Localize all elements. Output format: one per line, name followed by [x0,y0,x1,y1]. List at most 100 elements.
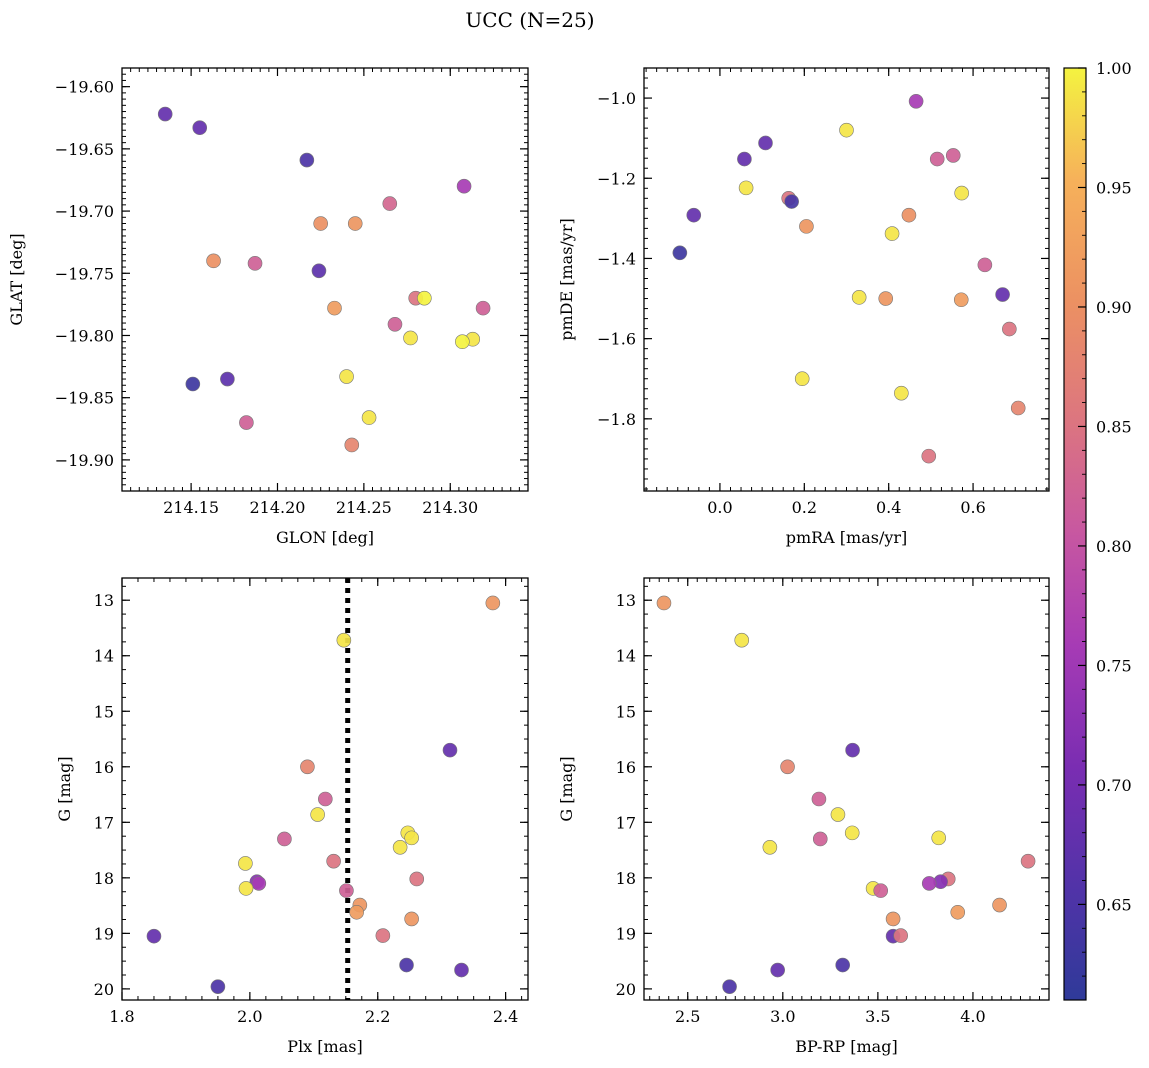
scatter-point [210,979,226,994]
scatter-point [945,148,961,163]
x-tick-label: 214.20 [249,498,305,517]
scatter-point [339,369,354,384]
y-tick-label: −1.2 [597,169,636,188]
x-axis-label: Plx [mas] [287,1037,362,1056]
x-tick-label: 4.0 [960,1007,985,1026]
scatter-point [404,911,419,927]
scatter-point [885,911,901,927]
x-tick-label: 0.2 [792,498,817,517]
plot-frame [121,577,529,1001]
colorbar-tick-label: 1.00 [1096,59,1132,78]
y-tick-label: −19.60 [55,78,114,97]
x-axis-label: GLON [deg] [276,528,374,547]
scatter-point [192,120,208,136]
panel-glon-glat: 214.15 214.20 214.25 214.30 −19.60 −19.65 −19.… [7,67,529,547]
y-tick-label: 19 [616,924,636,943]
x-tick-label: 214.30 [422,498,478,517]
x-tick-label: 2.4 [493,1007,518,1026]
y-tick-label: 13 [616,591,636,610]
y-tick-label: 20 [616,980,636,999]
scatter-point [239,415,254,430]
colorbar-gradient [1063,67,1087,1001]
y-tick-label: −1.4 [597,249,636,268]
scatter-point [977,257,993,273]
scatter-point [672,245,688,261]
y-tick-label: −19.85 [55,389,114,408]
colorbar-tick-label: 0.80 [1096,537,1132,556]
x-tick-label: 0.4 [876,498,901,517]
y-tick-label: 15 [616,702,636,721]
scatter-point [835,957,850,973]
y-tick-label: −1.0 [597,89,636,108]
scatter-point [844,825,860,841]
scatter-point [656,595,672,611]
scatter-point [310,807,325,822]
scatter-point [442,742,458,758]
scatter-point [884,226,900,241]
figure-title: UCC (N=25) [465,8,594,32]
scatter-point [277,831,292,847]
scatter-point [475,300,491,316]
scatter-point [326,853,341,869]
y-axis-label: pmDE [mas/yr] [557,218,576,341]
scatter-point [1020,853,1036,869]
x-tick-label: 2.5 [675,1007,700,1026]
scatter-point [361,410,377,425]
scatter-point [220,371,235,387]
x-tick-label: 0.6 [960,498,985,517]
scatter-point [921,876,937,891]
x-axis-label: BP-RP [mag] [795,1037,897,1056]
scatter-point [878,291,894,306]
scatter-point [738,180,754,196]
scatter-point [375,928,391,943]
y-tick-label: −19.90 [55,451,114,470]
scatter-point [247,256,263,271]
y-tick-label: 17 [94,813,114,832]
x-tick-label: 3.5 [865,1007,890,1026]
scatter-point [392,840,408,855]
scatter-point [327,300,342,316]
scatter-point [950,904,966,920]
scatter-point [403,330,418,346]
scatter-point [185,376,201,392]
scatter-point [931,830,947,846]
scatter-point [409,871,425,887]
scatter-point [995,287,1010,302]
plot-frame [643,577,1050,1001]
x-tick-label: 2.0 [237,1007,262,1026]
scatter-point [762,840,778,855]
scatter-point [784,194,799,209]
y-tick-label: 16 [94,758,114,777]
scatter-point [851,290,867,305]
scatter-point [893,928,908,943]
plot-frame [121,67,529,492]
y-tick-label: −19.65 [55,140,114,159]
colorbar-tick-label: 0.75 [1096,656,1132,675]
scatter-point [921,448,937,464]
y-tick-label: −1.8 [597,410,636,429]
scatter-point [299,152,315,168]
y-tick-label: 14 [616,647,636,666]
colorbar-tick-label: 0.95 [1096,178,1132,197]
y-tick-label: 17 [616,813,636,832]
scatter-point [1010,400,1026,416]
scatter-point [318,791,333,807]
scatter-point [954,185,969,201]
scatter-point [1002,321,1017,337]
x-tick-label: 214.25 [336,498,392,517]
scatter-point [146,928,162,944]
panel-plx-g: 1.8 2.0 2.2 2.4 13 14 15 16 17 18 19 20 Plx [mas] G [… [55,577,529,1056]
scatter-point [387,316,403,332]
colorbar-tick-label: 0.70 [1096,776,1132,795]
scatter-point [344,437,360,453]
y-axis-label: G [mag] [557,756,576,821]
scatter-point [953,292,969,308]
scatter-point [722,979,737,994]
y-tick-label: 20 [94,980,114,999]
scatter-point [238,881,254,896]
scatter-point [794,371,810,387]
x-tick-label: 2.2 [365,1007,390,1026]
scatter-point [349,904,364,920]
scatter-point [758,135,773,151]
